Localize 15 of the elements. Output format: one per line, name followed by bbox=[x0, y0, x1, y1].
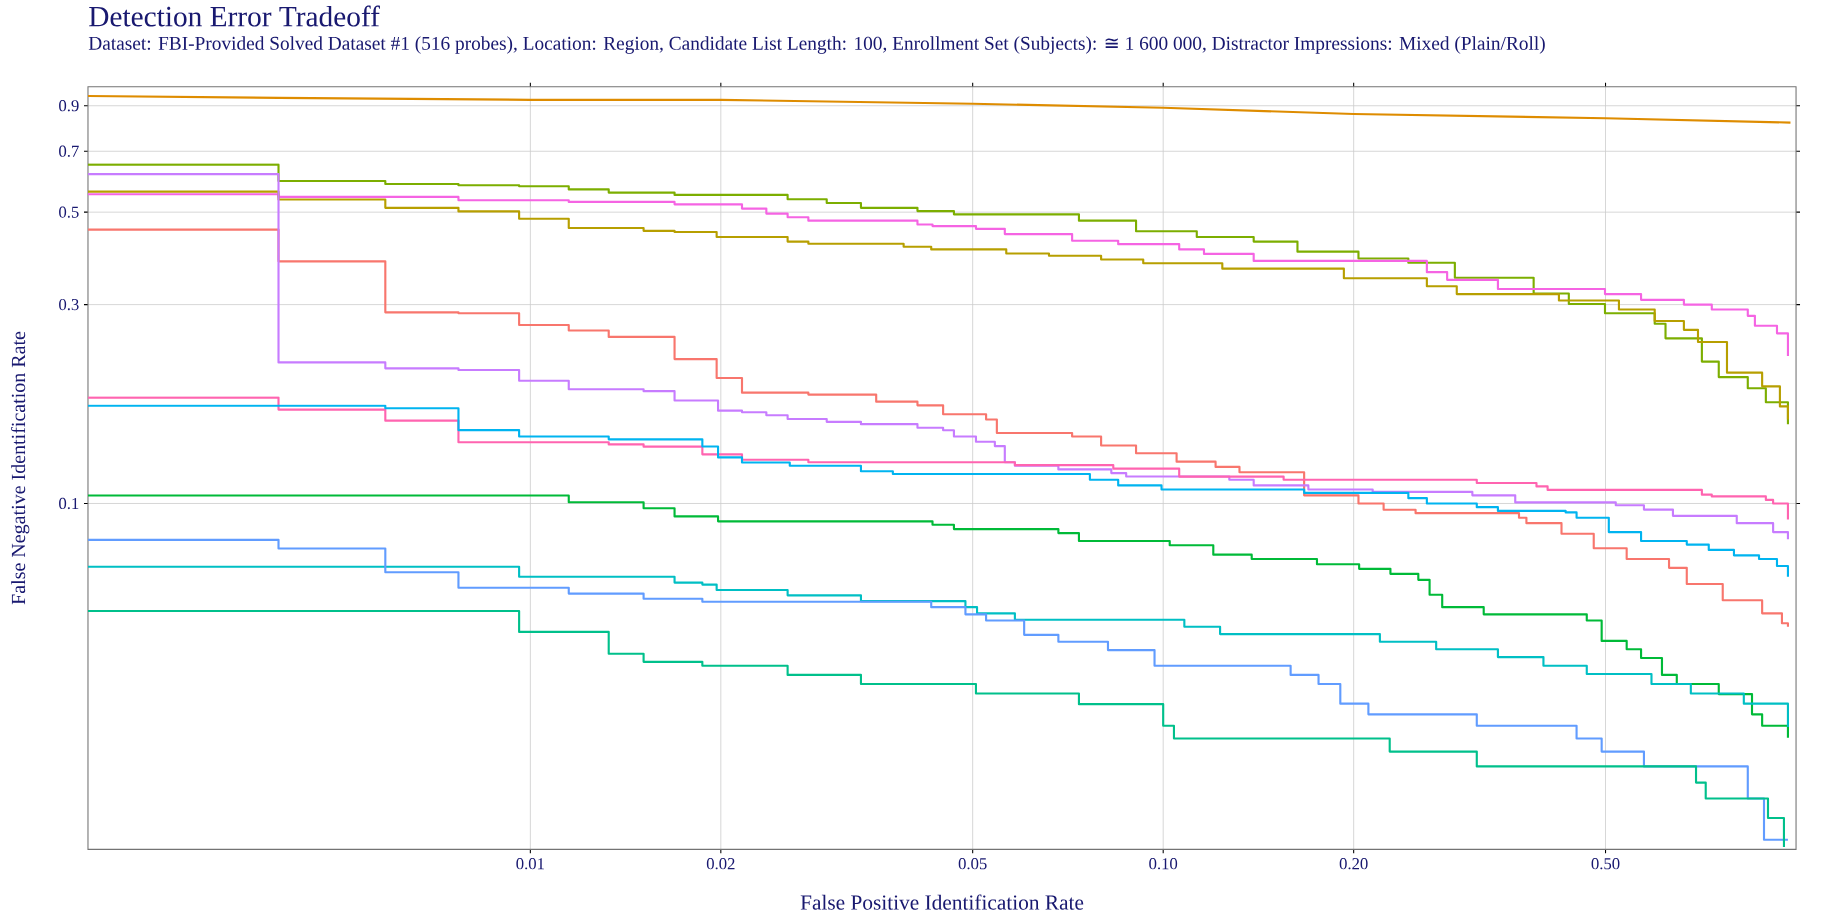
x-axis-title: False Positive Identification Rate bbox=[800, 894, 1084, 910]
y-tick-label: 0.9 bbox=[59, 100, 79, 112]
x-tick-label: 0.05 bbox=[958, 858, 987, 870]
x-tick-label: 0.02 bbox=[706, 858, 735, 870]
y-tick-label: 0.5 bbox=[59, 206, 79, 218]
chart-subtitle: Dataset: FBI-Provided Solved Dataset #1 (516 probes), Location: Region, Candidate List Length: 100, Enrollment Set (Subjects): ≅ 1 600 000, Distractor Impressions: Mixed (Plain/Roll) bbox=[88, 36, 1545, 54]
x-tick-label: 0.01 bbox=[516, 858, 544, 870]
x-tick-label: 0.50 bbox=[1591, 858, 1620, 870]
x-tick-label: 0.10 bbox=[1149, 858, 1178, 870]
y-tick-label: 0.1 bbox=[59, 497, 79, 510]
x-tick-label: 0.20 bbox=[1339, 858, 1368, 870]
y-axis-title: False Negative Identification Rate bbox=[10, 331, 30, 605]
y-tick-label: 0.7 bbox=[59, 145, 79, 157]
chart-title: Detection Error Tradeoff bbox=[89, 5, 380, 27]
y-tick-label: 0.3 bbox=[59, 298, 79, 311]
